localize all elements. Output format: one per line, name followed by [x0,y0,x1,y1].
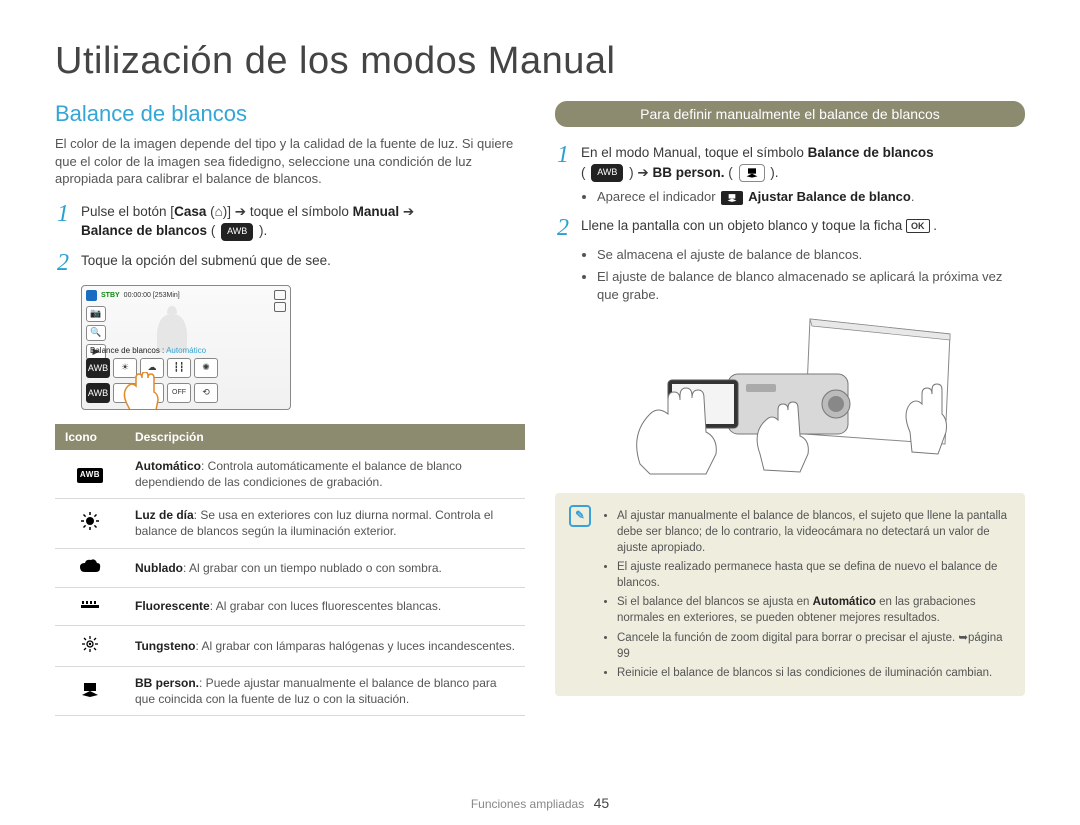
table-row: Nublado: Al grabar con un tiempo nublado… [55,548,525,587]
awb-chip: AWB [86,358,110,378]
intro-text: El color de la imagen depende del tipo y… [55,135,525,188]
step-number: 1 [557,143,573,167]
off-chip: OFF [167,383,191,403]
note-box: ✎ Al ajustar manualmente el balance de b… [555,493,1025,696]
custom-wb-icon [739,164,765,182]
step1-casa: Casa [174,204,206,219]
zoom-chip: 🔍 [86,325,106,341]
daylight-icon [77,511,103,531]
note-item: Al ajustar manualmente el balance de bla… [617,508,1011,556]
lcd-illustration: STBY 00:00:00 [253Min] 📷 🔍 ▶ Balance de … [81,285,291,410]
rec-icon [86,290,97,301]
step-1-right: 1 En el modo Manual, toque el símbolo Ba… [557,143,1025,182]
hand-icon [118,372,164,410]
bullet: Aparece el indicador Ajustar Balance de … [597,188,1025,206]
card-icon [274,302,286,312]
awb-icon: AWB [221,223,253,241]
page-title: Utilización de los modos Manual [55,40,1025,83]
table-row: AWB Automático: Controla automáticamente… [55,450,525,499]
tungsten-chip: ✺ [194,358,218,378]
indicator-icon [721,191,743,205]
tungsten-icon [77,634,103,654]
note-item: Reinicie el balance de blancos si las co… [617,665,1011,681]
step-2-right: 2 Llene la pantalla con un objeto blanco… [557,216,1025,240]
home-icon: ⌂ [215,204,223,219]
note-item: El ajuste realizado permanece hasta que … [617,559,1011,591]
bullet: El ajuste de balance de blanco almacenad… [597,268,1025,304]
ok-tab-icon: OK [906,219,930,233]
footer-section: Funciones ampliadas [471,797,584,811]
table-row: Tungsteno: Al grabar con lámparas halóge… [55,625,525,666]
awb-chip-2: AWB [86,383,110,403]
step-number: 2 [557,216,573,240]
step-2: 2 Toque la opción del submenú que de see… [57,251,525,275]
section-heading: Balance de blancos [55,101,525,127]
page-number: 45 [594,795,610,811]
stby-label: STBY [101,292,120,299]
fluorescent-icon [77,596,103,616]
procedure-heading: Para definir manualmente el balance de b… [555,101,1025,127]
bullet: Se almacena el ajuste de balance de blan… [597,246,1025,264]
awb-icon: AWB [77,468,103,483]
table-row: Luz de día: Se usa en exteriores con luz… [55,499,525,548]
time-label: 00:00:00 [253Min] [124,292,180,299]
page-footer: Funciones ampliadas 45 [0,795,1080,811]
step-number: 2 [57,251,73,275]
mode-chip: 📷 [86,306,106,322]
note-item: Si el balance del blancos se ajusta en A… [617,594,1011,626]
step-number: 1 [57,202,73,226]
cloudy-icon [77,557,103,577]
awb-icon: AWB [591,164,623,182]
wb-label-bar: Balance de blancos : Automático [86,344,286,357]
table-row: Fluorescente: Al grabar con luces fluore… [55,587,525,625]
note-item: Cancele la función de zoom digital para … [617,630,1011,662]
step2-text: Toque la opción del submenú que de see. [81,251,525,271]
table-header-icon: Icono [55,424,125,450]
battery-icon [274,290,286,300]
wb-options-table: Icono Descripción AWB Automático: Contro… [55,424,525,717]
table-header-desc: Descripción [125,424,525,450]
step1-text: Pulse el botón [ [81,204,174,219]
note-icon: ✎ [569,505,591,527]
step-1: 1 Pulse el botón [Casa (⌂)] ➔ toque el s… [57,202,525,241]
hands-illustration [610,314,970,479]
table-row: BB person.: Puede ajustar manualmente el… [55,667,525,716]
custom-wb-icon [77,680,103,700]
fluorescent-chip: ┇┇ [167,358,191,378]
